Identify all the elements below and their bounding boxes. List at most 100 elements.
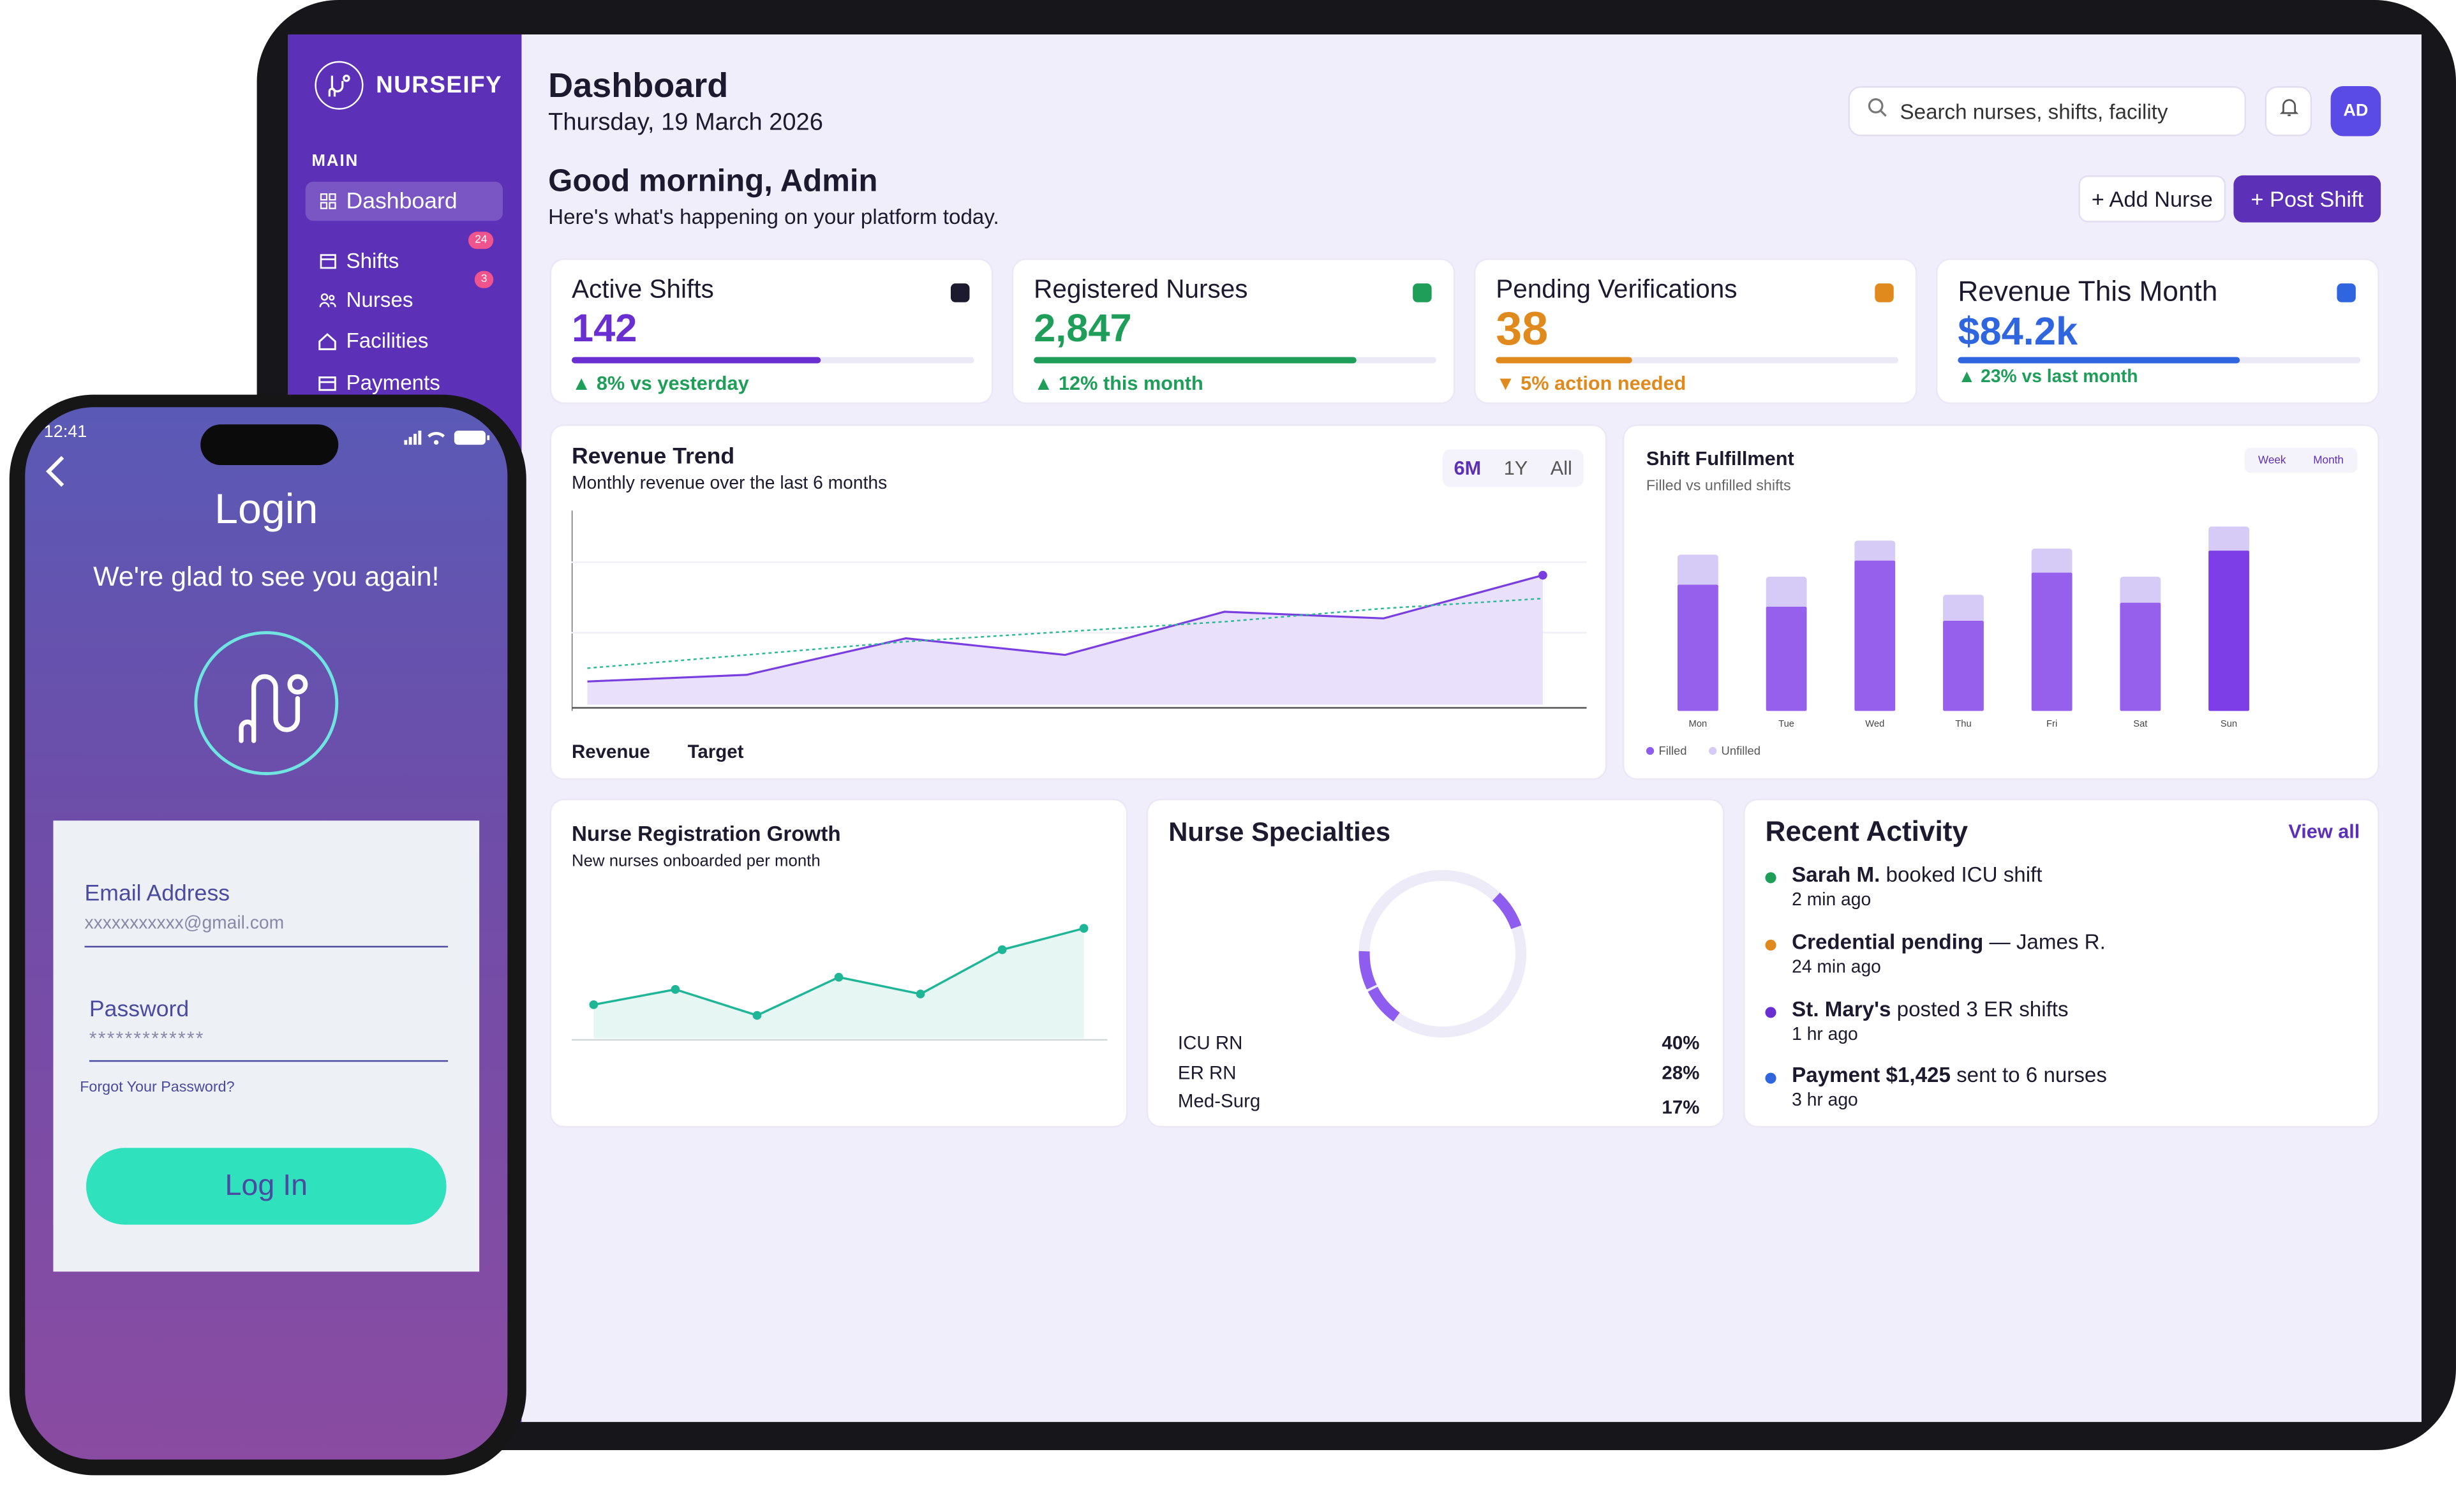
registration-point [671,985,680,994]
add-nurse-button[interactable]: + Add Nurse [2078,175,2226,223]
bar-unfilled [1677,554,1718,589]
legend-target: Target [687,741,744,763]
chart-title: Nurse Specialties [1168,817,1391,847]
stat-label: Active Shifts [571,276,714,304]
email-field[interactable]: xxxxxxxxxxx@gmail.com [84,915,449,948]
tab-week[interactable]: Week [2258,455,2286,466]
stat-progress [1034,357,1436,364]
sidebar-item-label: Nurses [346,288,413,312]
tab-1y[interactable]: 1Y [1503,457,1528,480]
specialty-name: ICU RN [1177,1032,1243,1055]
activity-text: St. Mary's posted 3 ER shifts [1792,998,2068,1021]
sidebar-item-label: Shifts [346,249,399,273]
stat-label: Pending Verifications [1496,276,1738,304]
nurses-count-badge: 3 [475,271,494,288]
specialty-pct: 17% [1662,1096,1700,1118]
shifts-count-badge: 24 [468,232,494,249]
stat-card-active-shifts[interactable]: Active Shifts 142 ▲ 8% vs yesterday [551,260,992,403]
tab-6m[interactable]: 6M [1454,457,1482,480]
registration-growth-card: Nurse Registration Growth New nurses onb… [551,800,1126,1126]
stat-square-icon [1413,283,1432,302]
activity-time: 24 min ago [1792,958,1881,977]
sidebar-item-label: Payments [346,371,440,395]
activity-text: Sarah M. booked ICU shift [1792,863,2042,887]
sidebar-item-nurses[interactable]: Nurses 3 [306,271,503,319]
revenue-area [587,575,1543,705]
search-input[interactable]: Search nurses, shifts, facility [1900,99,2168,123]
legend-unfilled: Unfilled [1708,744,1760,758]
tab-month[interactable]: Month [2313,455,2344,466]
donut-slice [1492,893,1522,930]
calendar-icon [318,251,336,270]
bar-filled [1943,621,1984,711]
stat-value: 38 [1496,304,1549,356]
bar-unfilled [1943,595,1984,626]
shift-bar-chart: Mon Tue Wed Thu Fri Sat Sun [1677,526,2249,729]
chart-title: Shift Fulfillment [1646,448,1794,470]
bar-filled [2208,551,2249,711]
specialty-pct: 40% [1662,1032,1700,1055]
activity-bold: St. Mary's [1792,997,1891,1021]
back-chevron-icon[interactable] [44,454,69,496]
revenue-trend-card: Revenue Trend Monthly revenue over the l… [551,426,1606,778]
forgot-password-link[interactable]: Forgot Your Password? [80,1079,235,1097]
revenue-last-point [1538,570,1547,580]
bar-category-label: Mon [1689,719,1708,729]
login-screen: 12:41 Login We're glad to see you again!… [25,407,508,1460]
activity-text: Credential pending — James R. [1792,930,2106,954]
brand[interactable]: NURSEIFY [315,61,502,110]
sidebar-item-payments[interactable]: Payments [306,363,503,402]
tab-all[interactable]: All [1550,457,1572,480]
sidebar-item-dashboard[interactable]: Dashboard [305,181,503,221]
stat-progress [1958,357,2361,364]
post-shift-button[interactable]: + Post Shift [2233,175,2381,223]
chart-title: Nurse Registration Growth [571,822,841,846]
activity-dot-icon [1765,872,1776,884]
donut-slice [1367,986,1400,1022]
dynamic-island [200,424,339,466]
view-all-link[interactable]: View all [2288,820,2360,843]
chart-subtitle: Monthly revenue over the last 6 months [571,474,888,494]
registration-point [834,972,844,982]
greeting-title: Good morning, Admin [548,164,878,199]
chart-title: Revenue Trend [571,445,735,470]
bar-category-label: Wed [1865,719,1884,729]
bar-unfilled [2208,526,2249,556]
registration-point [916,989,925,998]
login-button[interactable]: Log In [86,1148,447,1225]
recent-activity-card: Recent Activity View all Sarah M. booked… [1745,800,2378,1126]
legend-filled: Filled [1646,744,1687,758]
password-field[interactable]: ************* [89,1027,449,1062]
status-time: 12:41 [43,422,87,442]
registration-line-chart [571,924,1108,1041]
stat-value: 142 [571,307,637,351]
registration-point [997,945,1007,954]
stat-card-pending-verifications[interactable]: Pending Verifications 38 ▼ 5% action nee… [1475,260,1916,403]
shift-fulfillment-card: Shift Fulfillment Filled vs unfilled shi… [1624,426,2378,778]
registration-point [589,1000,599,1009]
stat-square-icon [951,283,970,302]
stat-trend: ▲ 8% vs yesterday [571,373,749,395]
sidebar-item-shifts[interactable]: Shifts 24 [306,232,503,280]
stat-card-registered-nurses[interactable]: Registered Nurses 2,847 ▲ 12% this month [1013,260,1454,403]
stat-card-revenue[interactable]: Revenue This Month $84.2k ▲ 23% vs last … [1937,260,2378,403]
notifications-button[interactable] [2265,86,2312,137]
search-box[interactable]: Search nurses, shifts, facility [1848,86,2247,137]
specialty-name: Med-Surg [1177,1090,1261,1112]
stat-label: Registered Nurses [1034,276,1248,304]
users-icon [318,290,336,309]
avatar[interactable]: AD [2330,86,2381,137]
login-subtitle: We're glad to see you again! [93,560,440,592]
legend-revenue: Revenue [571,741,650,763]
specialty-name: ER RN [1177,1062,1237,1084]
flag-icon [1875,283,1894,302]
stethoscope-logo-icon [315,61,364,110]
activity-text: Payment $1,425 sent to 6 nurses [1792,1064,2107,1087]
greeting-subtitle: Here's what's happening on your platform… [548,205,999,229]
sidebar-item-facilities[interactable]: Facilities [306,321,503,360]
bar-legend: Filled Unfilled [1646,744,1760,758]
revenue-line-chart [571,510,1587,711]
bar-unfilled [2031,548,2073,577]
activity-time: 1 hr ago [1792,1025,1858,1045]
chart-subtitle: Filled vs unfilled shifts [1646,477,1791,495]
